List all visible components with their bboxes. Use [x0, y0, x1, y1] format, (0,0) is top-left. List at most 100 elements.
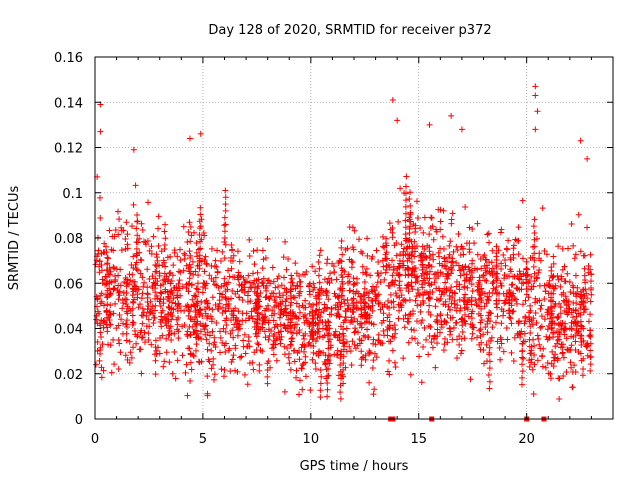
data-point [406, 229, 413, 236]
data-point [111, 233, 118, 240]
data-point [547, 305, 554, 312]
data-point [408, 279, 415, 286]
data-point [320, 308, 327, 315]
data-point [515, 237, 522, 244]
data-point [375, 301, 382, 308]
data-point [577, 305, 584, 312]
data-point [262, 254, 269, 261]
data-point [350, 288, 357, 295]
data-point [572, 272, 579, 279]
data-point [194, 286, 201, 293]
data-point [460, 297, 467, 304]
data-point [190, 353, 197, 360]
data-point [501, 275, 508, 282]
data-point [130, 201, 137, 208]
data-point [196, 306, 203, 313]
data-point [336, 337, 343, 344]
data-point [96, 357, 103, 364]
data-point [461, 277, 468, 284]
data-point [488, 334, 495, 341]
data-point [434, 312, 441, 319]
data-point [427, 288, 434, 295]
data-point [140, 283, 147, 290]
data-point [197, 204, 204, 211]
data-point [351, 329, 358, 336]
data-point [122, 245, 129, 252]
data-point [386, 220, 393, 227]
data-point [420, 277, 427, 284]
data-point [281, 322, 288, 329]
data-point [402, 190, 409, 197]
data-point [392, 330, 399, 337]
data-point [107, 302, 114, 309]
data-point [251, 261, 258, 268]
data-point [420, 250, 427, 257]
data-point [134, 267, 141, 274]
data-point [565, 245, 572, 252]
data-point [175, 301, 182, 308]
data-point [445, 272, 452, 279]
data-point [129, 319, 136, 326]
data-point [255, 330, 262, 337]
data-point [168, 277, 175, 284]
data-point [277, 321, 284, 328]
data-point [368, 255, 375, 262]
data-point [234, 288, 241, 295]
data-point [352, 325, 359, 332]
data-point [574, 284, 581, 291]
data-point [288, 336, 295, 343]
data-point [306, 339, 313, 346]
data-point [557, 304, 564, 311]
data-point [469, 267, 476, 274]
data-point [437, 206, 444, 213]
data-point [129, 285, 136, 292]
data-point [503, 324, 510, 331]
data-point [155, 213, 162, 220]
data-point [524, 271, 531, 278]
data-point [523, 258, 530, 265]
data-point [407, 209, 414, 216]
data-point [234, 317, 241, 324]
data-point [505, 237, 512, 244]
data-point [293, 300, 300, 307]
data-point [350, 302, 357, 309]
data-point [282, 302, 289, 309]
data-point [526, 316, 533, 323]
data-point [344, 297, 351, 304]
data-point [485, 338, 492, 345]
data-point [386, 305, 393, 312]
data-point [578, 298, 585, 305]
data-point [370, 357, 377, 364]
data-point [280, 310, 287, 317]
data-point [527, 329, 534, 336]
data-point [129, 305, 136, 312]
data-point [416, 353, 423, 360]
data-point [301, 348, 308, 355]
x-tick-label: 0 [91, 432, 99, 447]
data-point [234, 248, 241, 255]
data-point [430, 256, 437, 263]
data-point [141, 339, 148, 346]
data-point [285, 256, 292, 263]
data-point [192, 347, 199, 354]
data-point [153, 263, 160, 270]
data-point [309, 263, 316, 270]
data-point [507, 268, 514, 275]
data-point [509, 273, 516, 280]
data-point [538, 302, 545, 309]
data-point [152, 261, 159, 268]
data-point [488, 268, 495, 275]
data-point [508, 297, 515, 304]
data-point [206, 340, 213, 347]
data-point [185, 288, 192, 295]
data-point [541, 295, 548, 302]
data-point [461, 264, 468, 271]
data-point [533, 319, 540, 326]
data-point [560, 289, 567, 296]
data-point [531, 236, 538, 243]
data-point [190, 271, 197, 278]
data-point [453, 319, 460, 326]
data-point [284, 345, 291, 352]
data-point [116, 216, 123, 223]
data-point [382, 269, 389, 276]
